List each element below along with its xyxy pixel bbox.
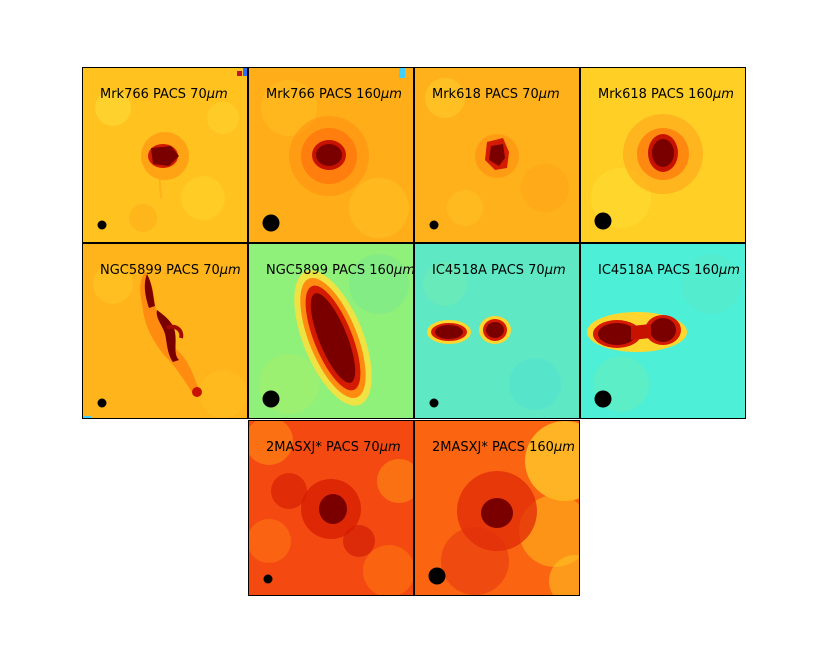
panel-2masxj-160: 2MASXJ* PACS 160μm [414,420,580,596]
mrk618-70-image [415,68,579,242]
panel-ic4518a-70: IC4518A PACS 70μm [414,243,580,419]
panel-label: NGC5899 PACS 70μm [100,263,241,278]
ngc5899-160-image [249,244,413,418]
ic4518a-160-image [581,244,745,418]
panel-label: IC4518A PACS 70μm [432,263,566,278]
panel-mrk766-160: Mrk766 PACS 160μm [248,67,414,243]
panel-label: Mrk766 PACS 70μm [100,87,228,102]
panel-label: Mrk618 PACS 160μm [598,87,734,102]
mrk766-70-image [83,68,247,242]
panel-mrk766-70: Mrk766 PACS 70μm [82,67,248,243]
2masxj-160-image [415,421,579,595]
panel-label: Mrk618 PACS 70μm [432,87,560,102]
panel-ngc5899-160: NGC5899 PACS 160μm [248,243,414,419]
panel-2masxj-70: 2MASXJ* PACS 70μm [248,420,414,596]
panel-label: NGC5899 PACS 160μm [266,263,414,278]
panel-ic4518a-160: IC4518A PACS 160μm [580,243,746,419]
mrk766-160-image [249,68,413,242]
panel-mrk618-160: Mrk618 PACS 160μm [580,67,746,243]
panel-label: 2MASXJ* PACS 70μm [266,440,401,455]
panel-label: Mrk766 PACS 160μm [266,87,402,102]
panel-label: IC4518A PACS 160μm [598,263,740,278]
panel-ngc5899-70: NGC5899 PACS 70μm [82,243,248,419]
panel-mrk618-70: Mrk618 PACS 70μm [414,67,580,243]
ngc5899-70-image [83,244,247,418]
panel-label: 2MASXJ* PACS 160μm [432,440,575,455]
2masxj-70-image [249,421,413,595]
ic4518a-70-image [415,244,579,418]
